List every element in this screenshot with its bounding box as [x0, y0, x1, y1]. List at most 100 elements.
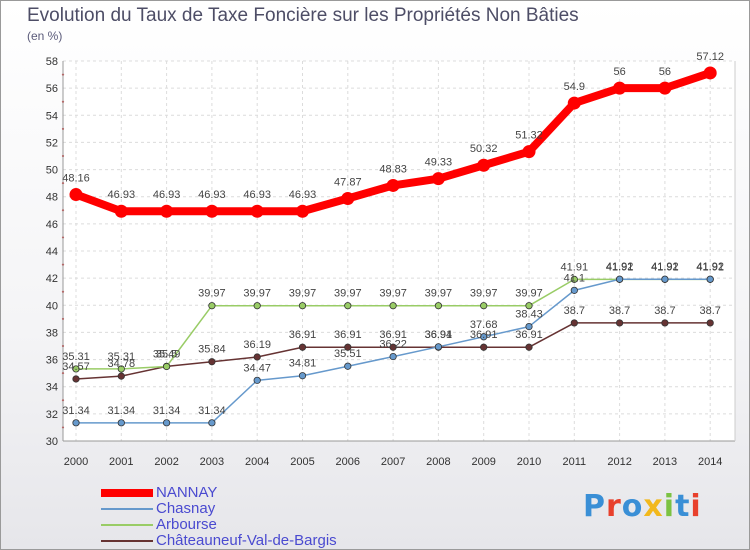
data-point: [296, 204, 309, 218]
data-point: [298, 302, 307, 310]
data-label: 38.43: [515, 309, 543, 321]
data-label: 36.22: [379, 339, 407, 351]
data-point: [389, 343, 397, 351]
data-point: [117, 419, 125, 427]
proxiti-logo: Proxiti: [583, 489, 702, 524]
data-point: [615, 275, 624, 283]
data-label: 39.97: [243, 288, 271, 300]
data-point: [163, 419, 171, 427]
data-point: [298, 343, 307, 351]
data-label: 39.97: [289, 288, 317, 300]
x-tick-label: 2014: [698, 456, 722, 468]
x-tick-label: 2003: [200, 456, 224, 468]
data-point: [208, 358, 216, 366]
data-label: 38.7: [654, 305, 675, 317]
chart-title: Evolution du Taux de Taxe Foncière sur l…: [27, 5, 579, 26]
data-label: 38.7: [564, 305, 585, 317]
data-label: 39.97: [515, 288, 543, 300]
data-label: 41.92: [606, 261, 634, 273]
data-point: [208, 302, 216, 310]
legend-swatch: [101, 524, 153, 526]
data-point: [389, 302, 397, 310]
data-label: 41.91: [651, 261, 679, 273]
data-label: 35.49: [153, 348, 181, 360]
data-label: 36.91: [425, 329, 453, 341]
data-point: [525, 302, 533, 310]
data-point: [117, 365, 125, 373]
y-tick-label: 38: [46, 327, 58, 339]
data-point: [613, 81, 627, 95]
data-label: 41.91: [696, 261, 724, 273]
data-label: 46.93: [289, 189, 317, 201]
data-point: [706, 319, 714, 327]
logo-letter: P: [583, 489, 606, 524]
legend-swatch: [101, 489, 153, 497]
data-label: 47.87: [334, 176, 362, 188]
logo-letter: i: [663, 489, 676, 524]
data-point: [163, 362, 171, 371]
data-label: 46.93: [243, 189, 271, 201]
y-tick-label: 36: [46, 355, 58, 367]
data-label: 36.91: [470, 329, 498, 341]
data-point: [661, 319, 669, 327]
data-label: 34.47: [243, 362, 271, 374]
data-point: [69, 188, 83, 202]
data-point: [480, 333, 488, 341]
data-point: [477, 158, 491, 172]
data-point: [570, 286, 578, 294]
y-tick-label: 48: [46, 192, 58, 204]
data-point: [525, 322, 533, 331]
x-tick-label: 2005: [290, 456, 314, 468]
data-point: [160, 204, 174, 218]
data-point: [205, 204, 219, 218]
data-label: 38.7: [699, 305, 720, 317]
data-label: 39.97: [425, 288, 453, 300]
data-point: [570, 319, 578, 327]
data-point: [567, 96, 581, 110]
x-tick-label: 2004: [245, 456, 269, 468]
logo-letter: t: [675, 489, 691, 524]
x-tick-label: 2008: [426, 456, 450, 468]
x-tick-label: 2010: [517, 456, 541, 468]
legend-label: NANNAY: [156, 484, 218, 501]
data-label: 39.97: [334, 288, 362, 300]
x-tick-label: 2006: [336, 456, 360, 468]
legend-swatch: [101, 508, 153, 510]
y-tick-label: 34: [46, 382, 58, 394]
y-tick-label: 46: [46, 219, 58, 231]
y-tick-label: 50: [46, 165, 58, 177]
logo-letter: r: [606, 489, 622, 524]
data-point: [344, 343, 352, 351]
data-label: 50.32: [470, 143, 498, 155]
x-tick-label: 2007: [381, 456, 405, 468]
y-tick-label: 52: [46, 137, 58, 149]
x-tick-label: 2012: [607, 456, 631, 468]
data-label: 36.19: [243, 339, 271, 351]
data-point: [386, 178, 400, 192]
data-point: [434, 343, 442, 351]
data-label: 41.91: [561, 261, 589, 273]
data-point: [298, 372, 307, 380]
x-tick-label: 2002: [154, 456, 178, 468]
data-label: 56: [613, 66, 625, 78]
data-label: 48.83: [379, 163, 407, 175]
data-label: 36.91: [379, 329, 407, 341]
data-point: [570, 275, 578, 283]
data-label: 41.1: [564, 272, 585, 284]
data-point: [253, 302, 261, 310]
data-point: [525, 343, 533, 351]
data-label: 41.92: [696, 261, 724, 273]
data-label: 36.91: [289, 329, 317, 341]
y-tick-label: 58: [46, 56, 58, 68]
data-label: 49.33: [425, 157, 453, 169]
data-point: [703, 66, 717, 80]
data-label: 51.32: [515, 130, 543, 142]
y-tick-label: 44: [46, 246, 58, 258]
x-tick-label: 2009: [471, 456, 495, 468]
data-point: [250, 204, 264, 218]
data-label: 41.91: [606, 261, 634, 273]
data-label: 31.34: [153, 405, 181, 417]
data-point: [72, 365, 80, 373]
